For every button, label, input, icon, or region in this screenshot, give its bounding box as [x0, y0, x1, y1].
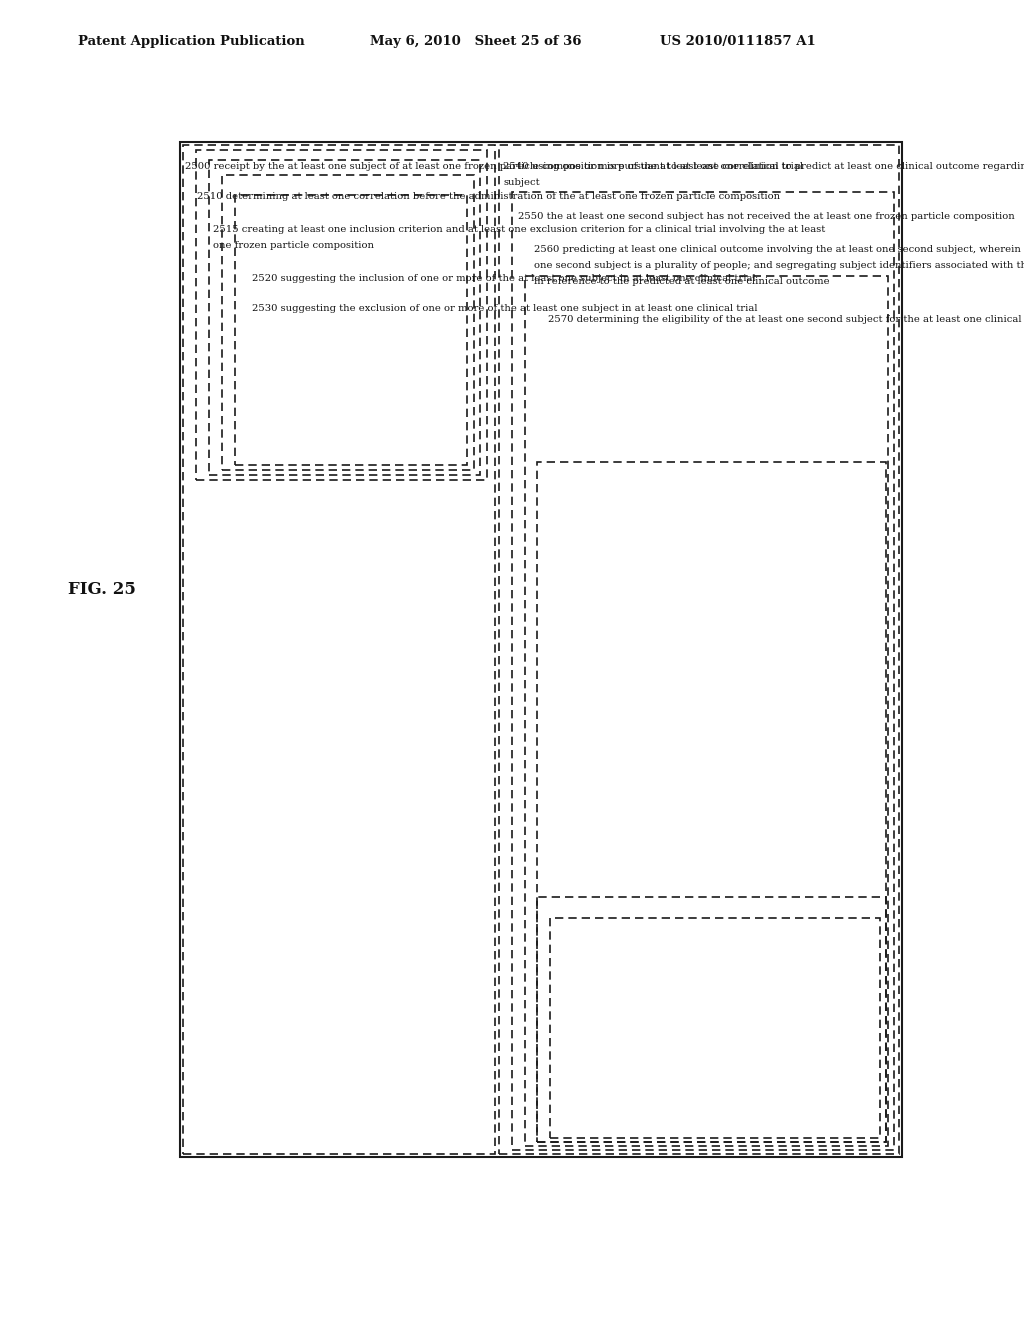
Text: 2530 suggesting the exclusion of one or more of the at least one subject in at l: 2530 suggesting the exclusion of one or …: [252, 304, 758, 313]
Text: 2515 creating at least one inclusion criterion and at least one exclusion criter: 2515 creating at least one inclusion cri…: [213, 224, 825, 234]
Bar: [222, 176, 474, 470]
Text: one second subject is a plurality of people; and segregating subject identifiers: one second subject is a plurality of peo…: [534, 261, 1024, 271]
Text: 2510 determining at least one correlation before the administration of the at le: 2510 determining at least one correlatio…: [197, 191, 780, 201]
Text: in reference to the predicted at least one clinical outcome: in reference to the predicted at least o…: [534, 277, 829, 286]
Bar: [196, 150, 487, 480]
Bar: [234, 195, 467, 465]
Bar: [550, 917, 880, 1138]
Text: one frozen particle composition: one frozen particle composition: [213, 242, 374, 249]
Text: US 2010/0111857 A1: US 2010/0111857 A1: [660, 36, 816, 49]
Bar: [183, 145, 495, 1154]
Text: 2570 determining the eligibility of the at least one second subject for the at l: 2570 determining the eligibility of the …: [548, 315, 1024, 323]
Bar: [537, 462, 886, 1142]
Text: 2550 the at least one second subject has not received the at least one frozen pa: 2550 the at least one second subject has…: [518, 213, 1015, 220]
Bar: [525, 276, 888, 1146]
Bar: [537, 898, 886, 1142]
Text: May 6, 2010   Sheet 25 of 36: May 6, 2010 Sheet 25 of 36: [370, 36, 582, 49]
Text: Patent Application Publication: Patent Application Publication: [78, 36, 305, 49]
Bar: [512, 191, 894, 1150]
Text: 2500 receipt by the at least one subject of at least one frozen particle composi: 2500 receipt by the at least one subject…: [185, 162, 803, 172]
Text: subject: subject: [503, 178, 540, 187]
Text: 2560 predicting at least one clinical outcome involving the at least one second : 2560 predicting at least one clinical ou…: [534, 246, 1024, 253]
Bar: [499, 145, 899, 1154]
Text: 2520 suggesting the inclusion of one or more of the at least one subject in at l: 2520 suggesting the inclusion of one or …: [252, 275, 756, 282]
Bar: [180, 143, 902, 1158]
Text: 2540 using one or more of the at least one correlation to predict at least one c: 2540 using one or more of the at least o…: [503, 162, 1024, 172]
Bar: [209, 160, 480, 475]
Text: FIG. 25: FIG. 25: [68, 582, 136, 598]
